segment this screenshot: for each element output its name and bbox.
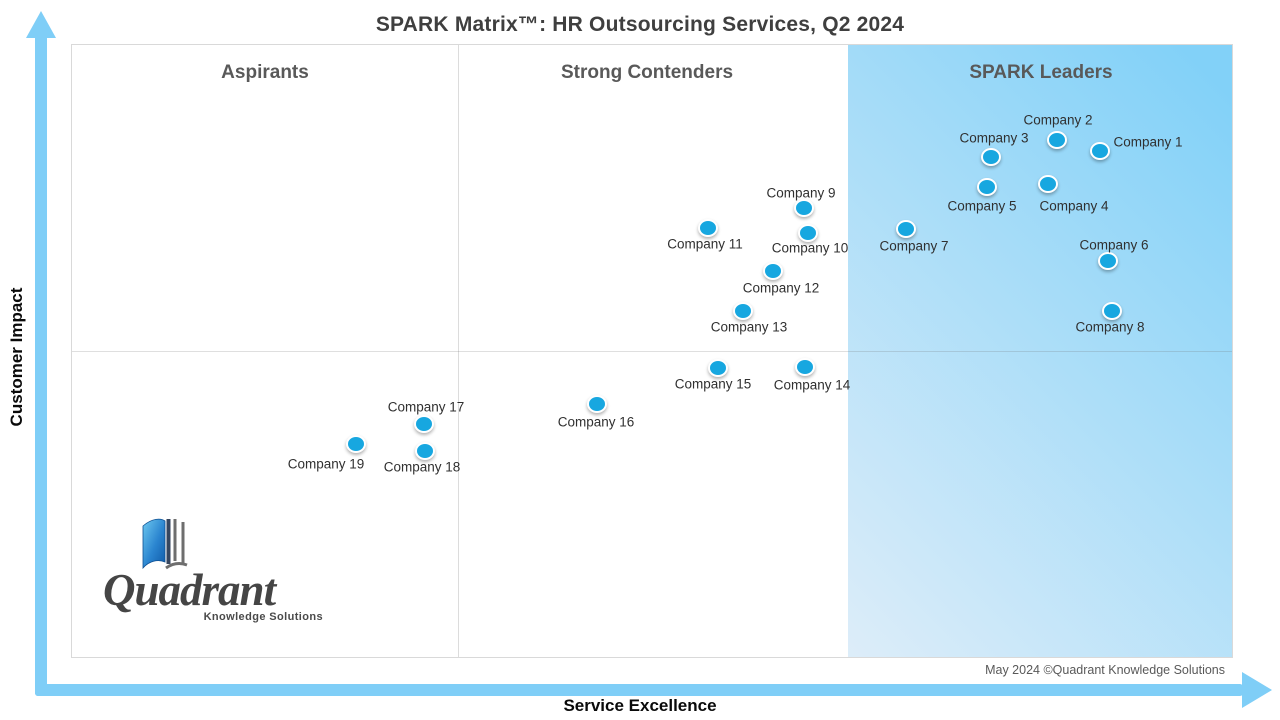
copyright-text: May 2024 ©Quadrant Knowledge Solutions <box>985 663 1225 677</box>
leaders-region-background <box>848 45 1232 657</box>
quadrant-logo: Quadrant Knowledge Solutions <box>103 512 325 624</box>
quadrant-label-strong-contenders: Strong Contenders <box>560 62 734 83</box>
logo-wordmark: Quadrant <box>103 565 276 615</box>
quadrant-label-spark-leaders: SPARK Leaders <box>969 62 1113 83</box>
x-axis-label: Service Excellence <box>563 696 717 715</box>
quadrant-divider-vertical <box>458 45 459 657</box>
y-axis-label: Customer Impact <box>7 287 26 427</box>
y-axis-line <box>35 28 47 696</box>
x-axis-line <box>35 684 1243 696</box>
quadrant-divider-horizontal <box>72 351 1232 352</box>
x-axis-arrow-icon <box>1242 672 1272 708</box>
plot-area: Aspirants Strong Contenders SPARK Leader… <box>71 44 1233 658</box>
quadrant-label-aspirants: Aspirants <box>221 62 309 83</box>
book-icon <box>142 518 188 570</box>
logo-tagline: Knowledge Solutions <box>203 611 323 623</box>
chart-title: SPARK Matrix™: HR Outsourcing Services, … <box>375 13 905 36</box>
y-axis-arrow-icon <box>26 11 56 38</box>
